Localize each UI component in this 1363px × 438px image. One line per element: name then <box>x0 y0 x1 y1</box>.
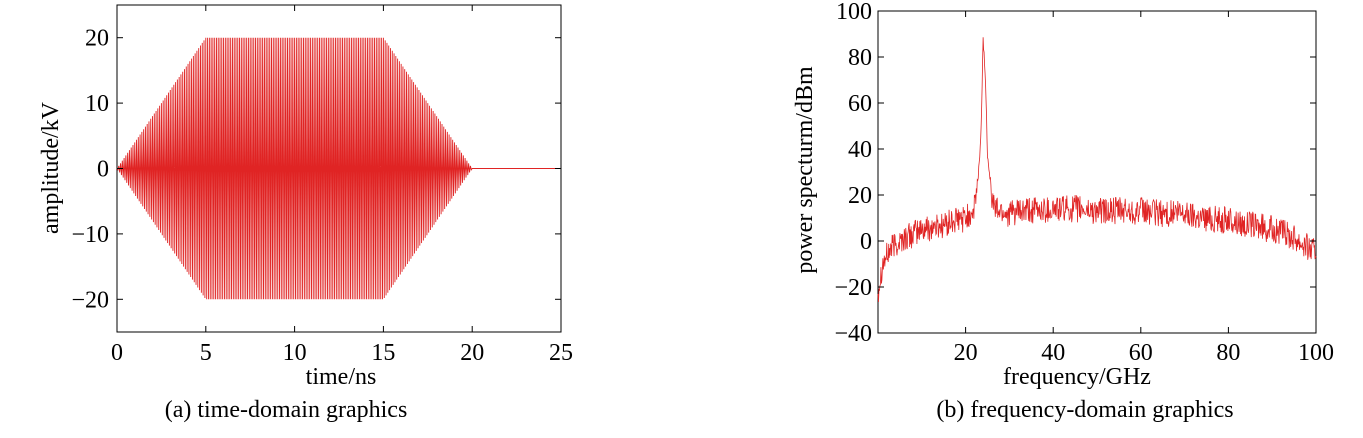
x-tick-label: 10 <box>283 340 307 366</box>
x-tick-label: 100 <box>1298 340 1334 366</box>
x-tick-label: 5 <box>200 340 212 366</box>
y-tick-label: 0 <box>97 157 109 183</box>
time-domain-caption: (a) time-domain graphics <box>165 397 408 423</box>
time-domain-panel: 0 5 10 15 20 25 −20 −10 0 10 20 time/ns amplitude… <box>38 4 573 423</box>
y-tick-label: 20 <box>85 26 109 52</box>
time-domain-signal <box>116 37 561 300</box>
x-tick-label: 80 <box>1216 340 1240 366</box>
time-domain-x-ticks: 0 5 10 15 20 25 <box>111 5 573 366</box>
y-tick-label: 0 <box>860 229 872 255</box>
frequency-domain-x-ticks: 20 40 60 80 100 <box>954 11 1334 366</box>
frequency-domain-plot-area <box>877 10 1317 334</box>
time-domain-y-axis-label: amplitude/kV <box>38 101 64 234</box>
x-tick-label: 25 <box>549 340 573 366</box>
y-tick-label: −20 <box>71 287 109 313</box>
x-tick-label: 0 <box>111 340 123 366</box>
y-tick-label: 60 <box>848 91 872 117</box>
time-domain-y-ticks: −20 −10 0 10 20 <box>71 26 561 313</box>
x-tick-label: 15 <box>371 340 395 366</box>
y-tick-label: 20 <box>848 183 872 209</box>
y-tick-label: 10 <box>85 91 109 117</box>
frequency-domain-panel: 20 40 60 80 100 −40 −20 0 20 40 60 80 100 frequency… <box>792 0 1334 423</box>
x-tick-label: 60 <box>1129 340 1153 366</box>
y-tick-label: −10 <box>71 222 109 248</box>
y-tick-label: 80 <box>848 45 872 71</box>
x-tick-label: 40 <box>1041 340 1065 366</box>
y-tick-label: −40 <box>834 321 872 347</box>
frequency-domain-caption: (b) frequency-domain graphics <box>936 397 1233 423</box>
y-tick-label: 100 <box>836 0 872 25</box>
frequency-domain-y-ticks: −40 −20 0 20 40 60 80 100 <box>834 0 1316 347</box>
time-domain-x-axis-label: time/ns <box>306 364 377 390</box>
frequency-domain-x-axis-label: frequency/GHz <box>1003 364 1151 390</box>
y-tick-label: 40 <box>848 137 872 163</box>
frequency-domain-y-axis-label: power specturm/dBm <box>792 66 818 274</box>
frequency-domain-signal-line <box>877 37 1317 302</box>
x-tick-label: 20 <box>460 340 484 366</box>
x-tick-label: 20 <box>954 340 978 366</box>
y-tick-label: −20 <box>834 275 872 301</box>
frequency-domain-signal <box>877 37 1317 302</box>
time-domain-signal-line <box>116 37 561 300</box>
